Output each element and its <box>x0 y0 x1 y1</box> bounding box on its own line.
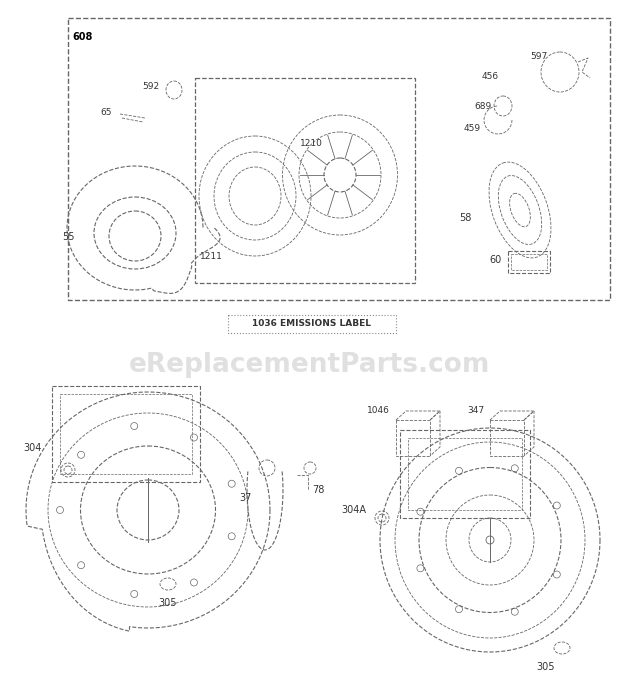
Text: 608: 608 <box>72 32 92 42</box>
Text: 456: 456 <box>482 72 499 81</box>
Text: 305: 305 <box>159 598 177 608</box>
Text: 459: 459 <box>464 124 481 133</box>
Text: 305: 305 <box>537 662 556 672</box>
Text: 304: 304 <box>24 443 42 453</box>
Text: 60: 60 <box>490 255 502 265</box>
Text: 597: 597 <box>530 52 547 61</box>
Text: 37: 37 <box>239 493 252 503</box>
Text: 1036 EMISSIONS LABEL: 1036 EMISSIONS LABEL <box>252 319 371 328</box>
Text: 1211: 1211 <box>200 252 223 261</box>
Text: 347: 347 <box>467 406 484 415</box>
Text: 1210: 1210 <box>300 139 323 148</box>
Text: 304A: 304A <box>341 505 366 515</box>
Text: 55: 55 <box>63 232 75 242</box>
Text: eReplacementParts.com: eReplacementParts.com <box>130 352 490 378</box>
Text: 1046: 1046 <box>367 406 390 415</box>
Text: 65: 65 <box>100 108 112 117</box>
Text: 58: 58 <box>459 213 472 223</box>
Text: 592: 592 <box>142 82 159 91</box>
Text: 78: 78 <box>312 485 324 495</box>
Text: 689: 689 <box>474 102 491 111</box>
